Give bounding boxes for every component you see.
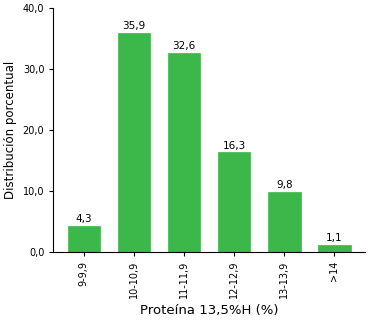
X-axis label: Proteína 13,5%H (%): Proteína 13,5%H (%) <box>140 304 278 317</box>
Bar <box>168 53 200 252</box>
Bar <box>318 245 351 252</box>
Text: 9,8: 9,8 <box>276 180 293 190</box>
Bar <box>118 33 150 252</box>
Text: 1,1: 1,1 <box>326 233 343 243</box>
Y-axis label: Distribución porcentual: Distribución porcentual <box>4 61 17 199</box>
Bar <box>218 152 251 252</box>
Bar <box>268 192 301 252</box>
Text: 4,3: 4,3 <box>76 214 92 224</box>
Bar <box>68 226 100 252</box>
Text: 32,6: 32,6 <box>172 41 196 51</box>
Text: 35,9: 35,9 <box>122 21 145 31</box>
Text: 16,3: 16,3 <box>223 141 246 151</box>
